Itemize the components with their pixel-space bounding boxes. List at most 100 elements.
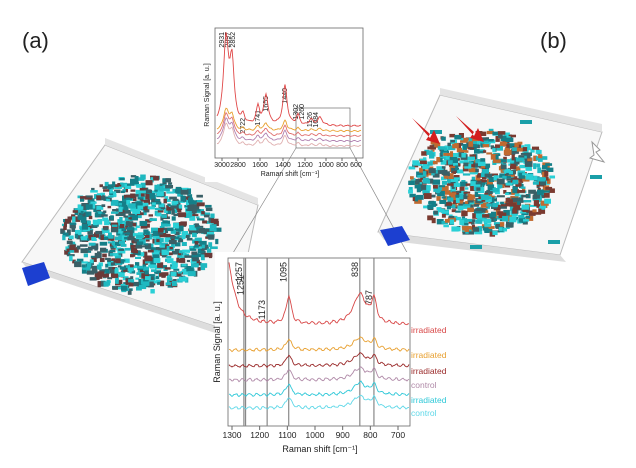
x-tick-label: 1600 (252, 162, 268, 169)
voxel (453, 215, 458, 219)
peak-label: 838 (350, 262, 360, 277)
voxel (423, 157, 427, 160)
voxel (209, 246, 218, 250)
voxel (422, 164, 430, 170)
voxel (453, 183, 461, 187)
voxel (416, 171, 423, 178)
voxel (107, 260, 114, 267)
voxel (426, 185, 431, 191)
voxel (168, 182, 173, 185)
voxel (175, 187, 182, 194)
voxel (441, 221, 448, 225)
voxel (197, 218, 205, 221)
voxel (412, 160, 419, 166)
voxel (189, 211, 193, 214)
voxel (159, 265, 168, 269)
voxel (194, 223, 199, 228)
voxel (498, 184, 503, 189)
voxel (188, 197, 193, 203)
voxel (200, 263, 208, 268)
voxel (111, 211, 119, 214)
voxel (69, 222, 76, 229)
voxel (84, 211, 92, 217)
voxel (157, 184, 161, 189)
voxel (465, 187, 469, 190)
voxel (479, 201, 485, 205)
voxel (152, 234, 161, 239)
voxel (90, 201, 97, 204)
voxel (508, 202, 517, 207)
voxel (451, 226, 459, 232)
voxel (101, 204, 106, 208)
voxel (462, 227, 467, 231)
top-trace (216, 107, 362, 133)
voxel (455, 165, 459, 170)
voxel (505, 137, 514, 143)
voxel (128, 203, 136, 209)
peak-label: 1251 (236, 275, 246, 295)
voxel (205, 236, 211, 239)
peak-label: 2722 (240, 118, 247, 134)
voxel (143, 266, 149, 272)
voxel (448, 215, 455, 219)
voxel (495, 154, 499, 160)
voxel (110, 262, 117, 266)
voxel (472, 139, 480, 142)
voxel (446, 203, 452, 210)
voxel (443, 175, 449, 179)
voxel (470, 245, 482, 249)
voxel (115, 213, 124, 217)
voxel (530, 148, 535, 153)
voxel (532, 146, 540, 150)
voxel (537, 177, 546, 182)
voxel (104, 268, 110, 275)
voxel (147, 206, 155, 210)
voxel (422, 171, 427, 177)
voxel (546, 167, 554, 172)
voxel (476, 179, 483, 183)
voxel (85, 204, 93, 210)
voxel (152, 202, 156, 206)
voxel (423, 205, 430, 209)
voxel (478, 187, 485, 194)
voxel (126, 227, 135, 233)
voxel (512, 208, 518, 214)
voxel (446, 183, 455, 186)
voxel (419, 167, 424, 173)
voxel (94, 245, 98, 251)
voxel (150, 289, 155, 294)
voxel (467, 156, 475, 161)
voxel (408, 187, 413, 191)
peak-label: 1257 (234, 262, 244, 282)
voxel (544, 170, 549, 177)
voxel (66, 248, 70, 252)
voxel (135, 257, 142, 260)
voxel (461, 218, 468, 223)
voxel (136, 184, 142, 188)
voxel (414, 182, 423, 189)
voxel (143, 206, 150, 211)
voxel (514, 142, 519, 148)
voxel (145, 261, 152, 264)
bottom-trace (228, 336, 410, 353)
voxel (128, 279, 135, 283)
voxel (441, 181, 448, 185)
voxel (108, 184, 116, 187)
voxel (171, 261, 178, 267)
voxel (94, 194, 98, 199)
voxel (97, 219, 103, 225)
voxel (501, 204, 508, 207)
voxel (451, 186, 455, 189)
voxel (173, 213, 181, 217)
voxel (463, 195, 469, 200)
voxel (81, 203, 90, 207)
voxel (210, 213, 215, 218)
voxel (139, 198, 146, 202)
cube (22, 262, 50, 286)
voxel (118, 231, 124, 234)
voxel (87, 230, 93, 235)
voxel (513, 204, 521, 210)
voxel (154, 189, 158, 192)
arrow (456, 116, 484, 142)
voxel (144, 255, 152, 261)
